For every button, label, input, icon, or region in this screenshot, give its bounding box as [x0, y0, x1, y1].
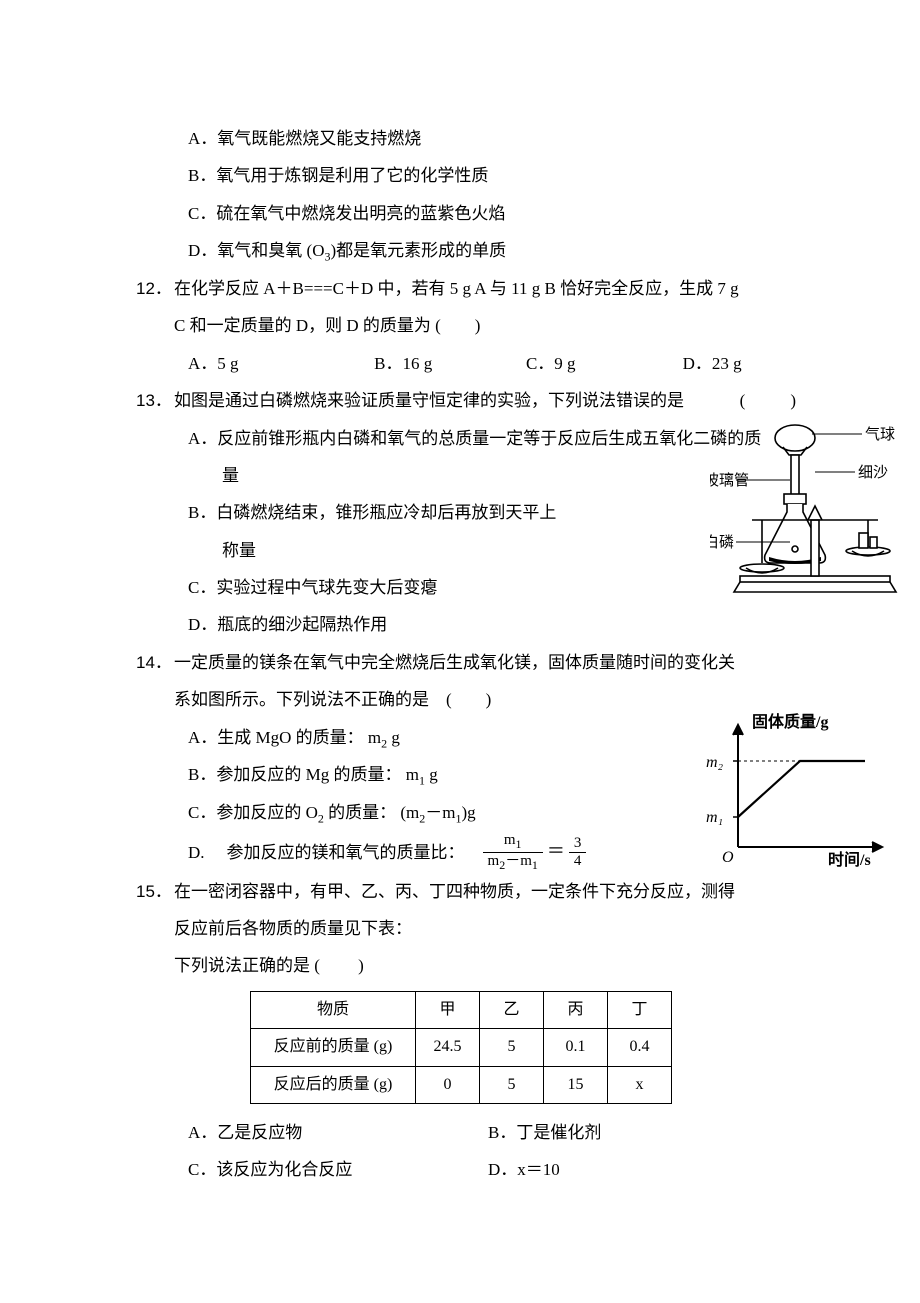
q12-number: 12． [136, 270, 174, 307]
svg-text:固体质量/g: 固体质量/g [752, 712, 828, 731]
table-row: 反应前的质量 (g) 24.5 5 0.1 0.4 [251, 1029, 672, 1066]
label-balloon: 气球 [865, 426, 895, 443]
table-row: 反应后的质量 (g) 0 5 15 x [251, 1066, 672, 1103]
table-header-row: 物质 甲 乙 丙 丁 [251, 991, 672, 1028]
svg-text:时间/s: 时间/s [828, 850, 871, 869]
label-sand: 细沙 [858, 464, 888, 481]
q15-stem-line2: 反应前后各物质的质量见下表： [120, 910, 810, 947]
q11-option-a: A．氧气既能燃烧又能支持燃烧 [120, 120, 810, 157]
q12-option-c: C．9 g [526, 345, 683, 382]
q13-stem: 如图是通过白磷燃烧来验证质量守恒定律的实验，下列说法错误的是( ) [174, 382, 810, 419]
q15-option-d: D．x＝10 [488, 1151, 560, 1188]
q13: 13． 如图是通过白磷燃烧来验证质量守恒定律的实验，下列说法错误的是( ) [120, 382, 810, 419]
q14-number: 14． [136, 644, 174, 681]
q13-option-a-line1: A．反应前锥形瓶内白磷和氧气的总质量一定等于反应后生成五氧化二磷的质 [120, 420, 810, 457]
q13-option-c: C．实验过程中气球先变大后变瘪 [120, 569, 810, 606]
q11-option-c: C．硫在氧气中燃烧发出明亮的蓝紫色火焰 [120, 195, 810, 232]
q15-number: 15． [136, 873, 174, 910]
q12-option-b: B．16 g [374, 345, 526, 382]
q14-graph: 固体质量/g 时间/s m₂ m₁ O [700, 709, 910, 882]
svg-text:m₁: m₁ [706, 809, 723, 826]
q13-figure: 气球 细沙 玻璃管 白磷 [710, 420, 910, 608]
svg-text:O: O [722, 849, 734, 866]
fraction-right: 3 4 [567, 835, 589, 871]
q12-stem-line1: 在化学反应 A＋B===C＋D 中，若有 5 g A 与 11 g B 恰好完全… [174, 270, 810, 307]
q15-option-b: B．丁是催化剂 [488, 1114, 601, 1151]
q15-options-row1: A．乙是反应物 B．丁是催化剂 [120, 1114, 810, 1151]
svg-text:m₂: m₂ [706, 754, 724, 771]
q15-table: 物质 甲 乙 丙 丁 反应前的质量 (g) 24.5 5 0.1 0.4 反应后… [250, 991, 672, 1104]
q11-option-b: B．氧气用于炼钢是利用了它的化学性质 [120, 157, 810, 194]
q15-option-c: C．该反应为化合反应 [188, 1151, 488, 1188]
q12-option-a: A．5 g [188, 345, 374, 382]
label-tube: 玻璃管 [710, 472, 749, 489]
q13-option-a-line2: 量 [120, 457, 810, 494]
q12-options: A．5 g B．16 g C．9 g D．23 g [120, 345, 810, 382]
q12: 12． 在化学反应 A＋B===C＋D 中，若有 5 g A 与 11 g B … [120, 270, 810, 307]
label-phos: 白磷 [710, 534, 734, 551]
q14-stem-line1: 一定质量的镁条在氧气中完全燃烧后生成氧化镁，固体质量随时间的变化关 [174, 644, 810, 681]
q15-options-row2: C．该反应为化合反应 D．x＝10 [120, 1151, 810, 1188]
fraction-left: m1 m2－m1 [481, 832, 545, 873]
q13-option-d: D．瓶底的细沙起隔热作用 [120, 606, 810, 643]
q13-number: 13． [136, 382, 174, 419]
q13-option-b-line1: B．白磷燃烧结束，锥形瓶应冷却后再放到天平上 [120, 494, 810, 531]
q11-option-d: D．氧气和臭氧 (O3)都是氧元素形成的单质 [120, 232, 810, 270]
q13-option-b-line2: 称量 [120, 532, 810, 569]
q15-stem-line3: 下列说法正确的是 ( ) [120, 947, 810, 984]
q15-option-a: A．乙是反应物 [188, 1114, 488, 1151]
q14: 14． 一定质量的镁条在氧气中完全燃烧后生成氧化镁，固体质量随时间的变化关 [120, 644, 810, 681]
q12-option-d: D．23 g [683, 345, 810, 382]
q12-stem-line2: C 和一定质量的 D，则 D 的质量为 ( ) [120, 307, 810, 344]
